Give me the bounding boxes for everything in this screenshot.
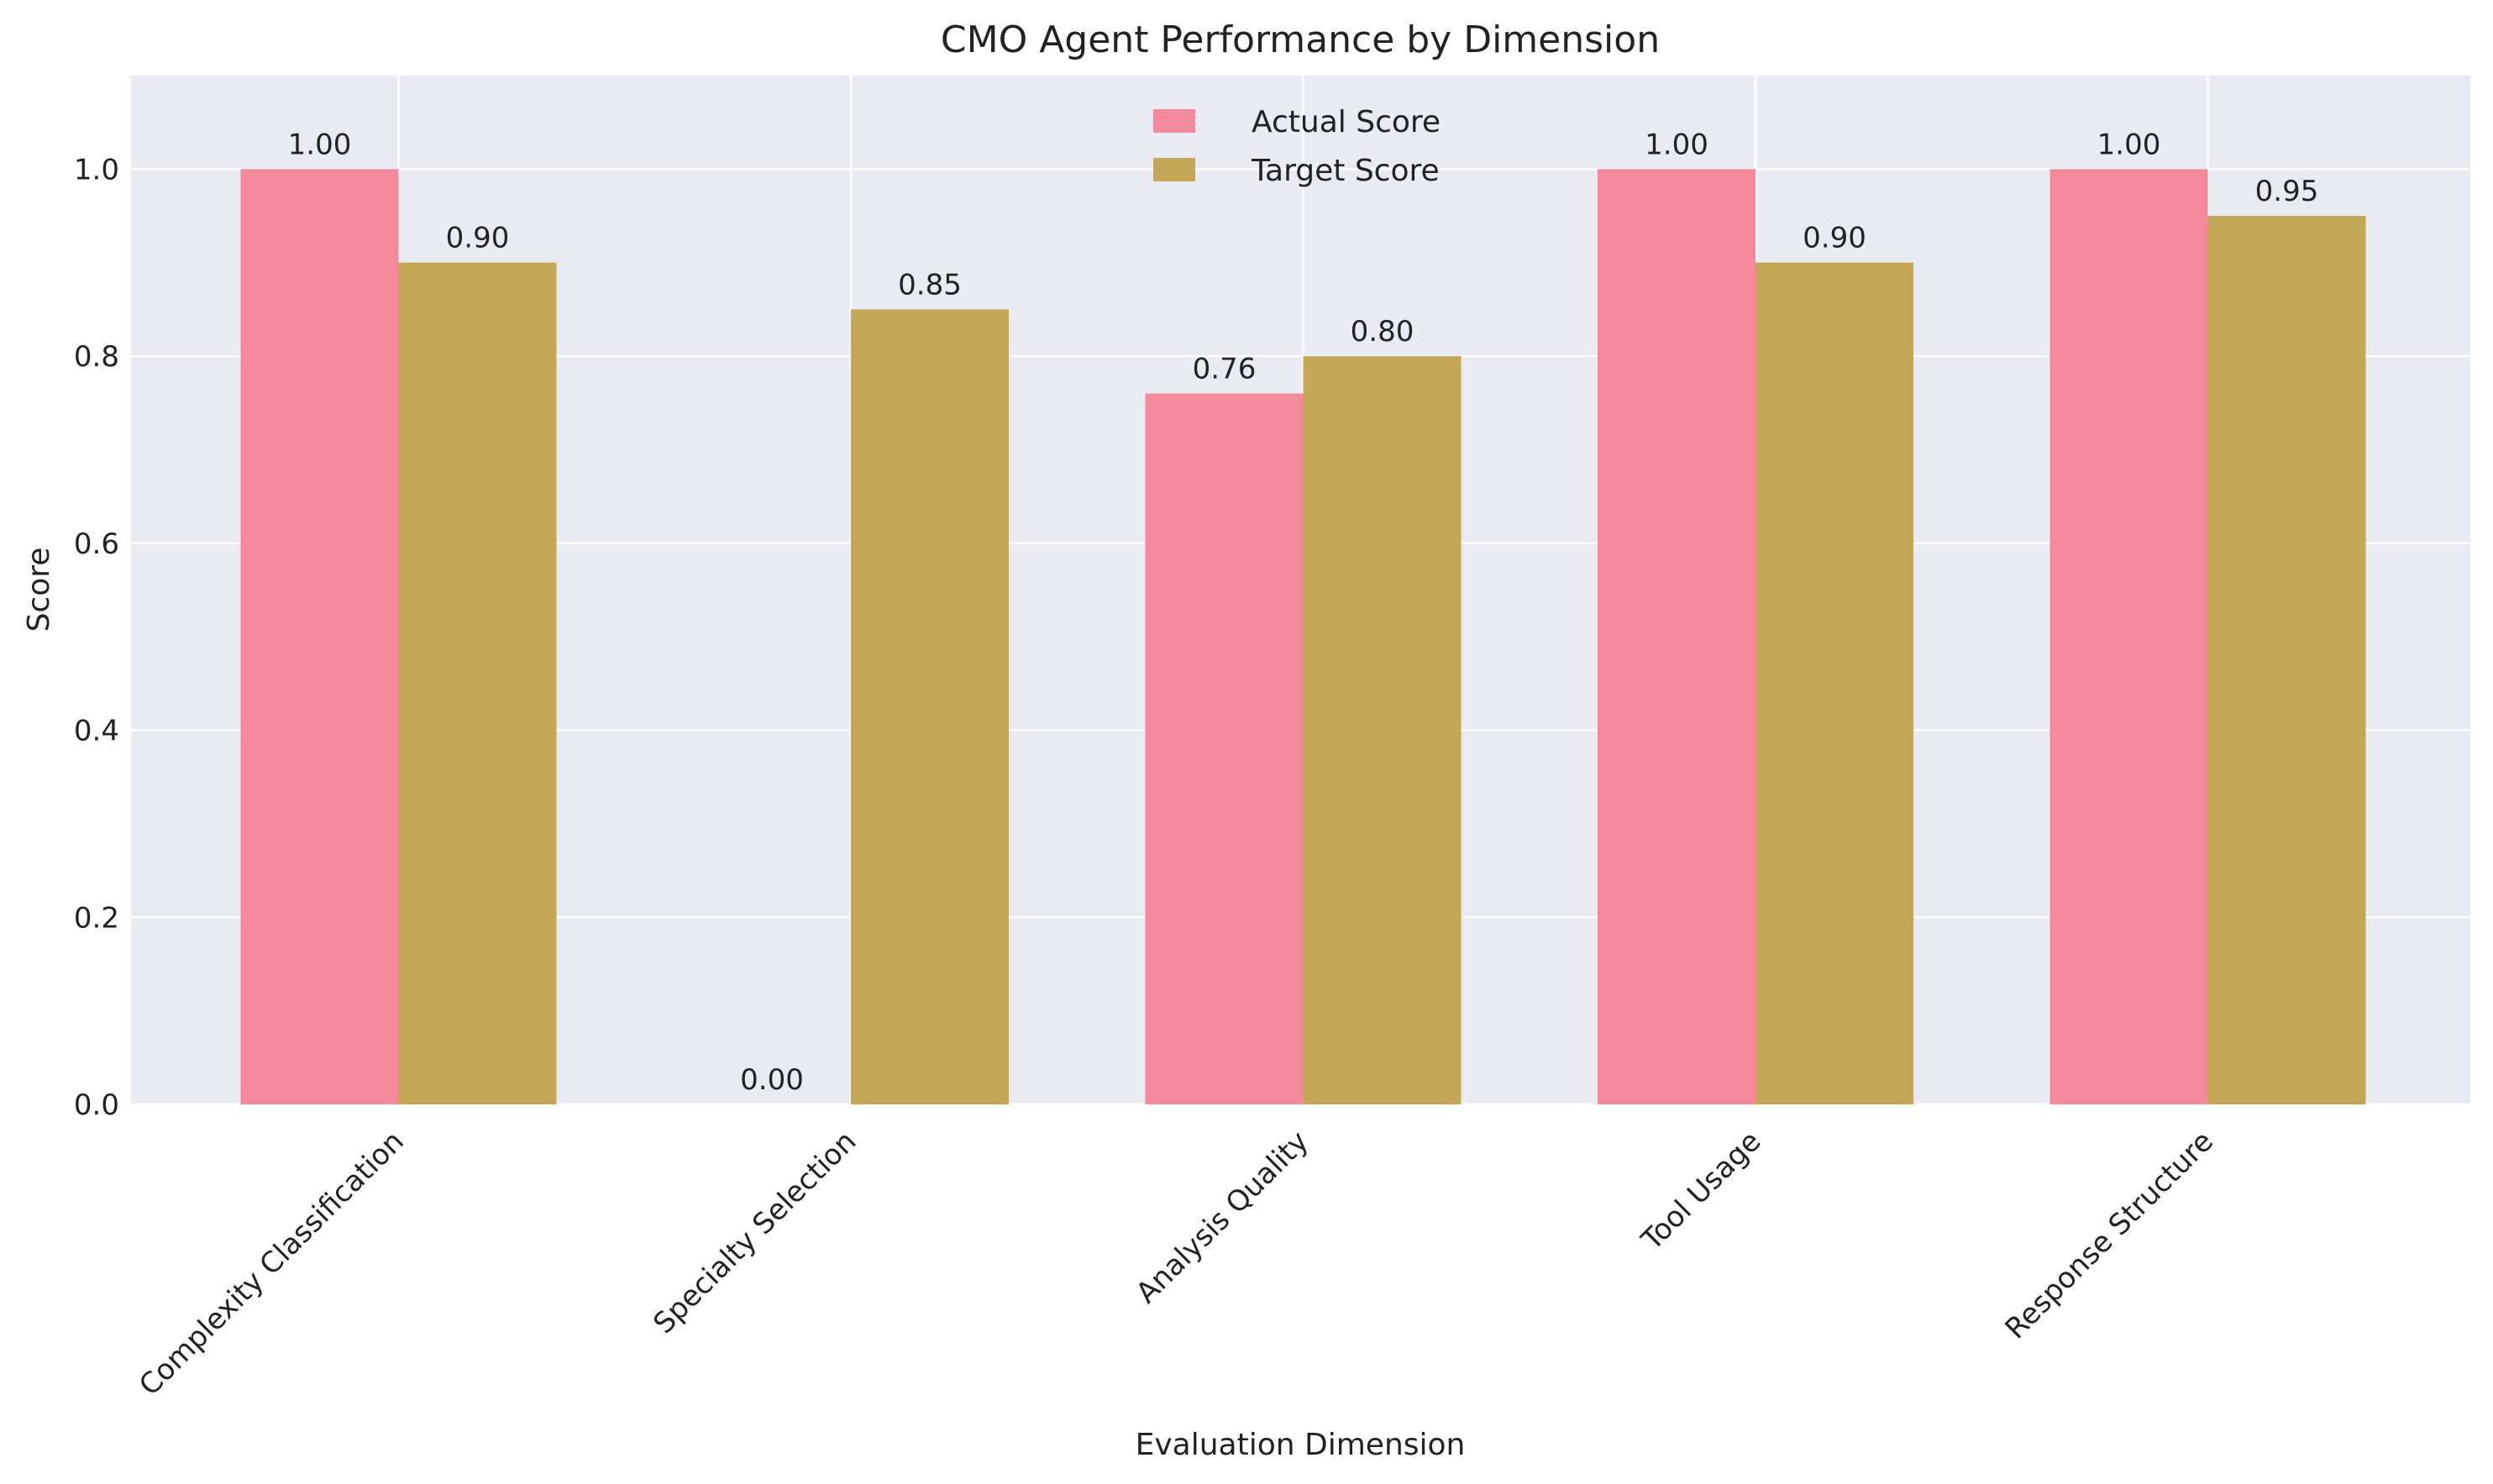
bar-actual-3 — [1598, 169, 1756, 1104]
x-tick-label: Tool Usage — [1635, 1125, 1767, 1257]
x-tick-label: Complexity Classification — [133, 1125, 411, 1403]
bar-target-0 — [398, 262, 557, 1104]
bars — [240, 169, 2366, 1105]
data-label: 0.90 — [1803, 222, 1866, 255]
bar-actual-2 — [1145, 393, 1304, 1104]
data-label: 1.00 — [1645, 128, 1708, 161]
y-tick-label: 0.4 — [74, 715, 119, 748]
x-tick-label: Analysis Quality — [1130, 1125, 1315, 1310]
bar-actual-4 — [2050, 169, 2208, 1104]
data-label: 1.00 — [2097, 128, 2161, 161]
x-ticks: Complexity Classification Specialty Selec… — [133, 1125, 2220, 1403]
x-axis-title: Evaluation Dimension — [1136, 1428, 1466, 1462]
data-label: 0.00 — [740, 1063, 804, 1097]
bar-actual-0 — [240, 169, 399, 1104]
y-tick-label: 0.6 — [74, 527, 119, 561]
x-tick-label: Response Structure — [1999, 1125, 2220, 1345]
data-label: 1.00 — [288, 128, 352, 161]
y-axis-title: Score — [22, 548, 56, 632]
x-tick-label: Specialty Selection — [647, 1125, 863, 1340]
bar-target-3 — [1756, 262, 1914, 1104]
bar-target-1 — [851, 309, 1010, 1105]
legend: Actual Score Target Score — [1153, 105, 1441, 188]
legend-swatch-actual — [1153, 109, 1195, 133]
data-label: 0.85 — [898, 268, 962, 302]
data-label: 0.95 — [2255, 175, 2319, 208]
chart-title: CMO Agent Performance by Dimension — [941, 18, 1660, 61]
data-labels: 1.00 0.00 0.76 1.00 1.00 0.90 0.85 0.80 0.90 0.95 — [288, 128, 2319, 1097]
y-tick-label: 1.0 — [74, 153, 119, 186]
bar-target-4 — [2207, 216, 2366, 1105]
y-tick-label: 0.2 — [74, 901, 119, 935]
bar-target-2 — [1303, 356, 1462, 1104]
y-tick-label: 0.8 — [74, 340, 119, 374]
data-label: 0.76 — [1193, 353, 1257, 386]
data-label: 0.90 — [446, 222, 510, 255]
legend-label-actual: Actual Score — [1252, 105, 1441, 139]
legend-label-target: Target Score — [1251, 154, 1440, 188]
data-label: 0.80 — [1351, 315, 1414, 349]
legend-swatch-target — [1153, 158, 1195, 181]
y-tick-label: 0.0 — [74, 1088, 119, 1122]
y-ticks: 0.0 0.2 0.4 0.6 0.8 1.0 — [74, 153, 119, 1122]
